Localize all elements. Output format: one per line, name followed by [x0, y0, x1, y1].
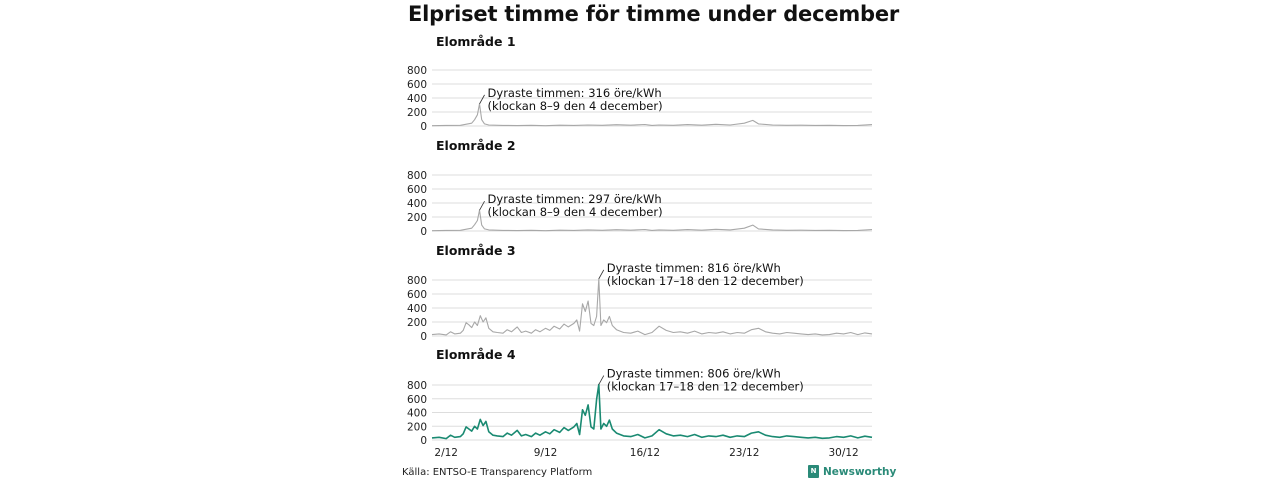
panel-title: Elområde 4	[436, 347, 516, 362]
y-tick-label: 600	[407, 184, 427, 196]
panel-title: Elområde 1	[436, 34, 516, 49]
y-tick-label: 800	[407, 65, 427, 77]
y-tick-label: 400	[407, 408, 427, 420]
series-line	[431, 103, 873, 127]
x-tick-label: 23/12	[729, 447, 759, 459]
annotation-text: (klockan 8–9 den 4 december)	[488, 205, 663, 219]
x-tick-label: 2/12	[434, 447, 458, 459]
y-tick-label: 0	[420, 331, 427, 343]
y-tick-label: 0	[420, 435, 427, 447]
y-tick-label: 400	[407, 303, 427, 315]
annotation-leader	[598, 269, 605, 280]
y-tick-label: 600	[407, 289, 427, 301]
y-tick-label: 0	[420, 226, 427, 238]
brand: N Newsworthy	[808, 465, 896, 478]
x-tick-label: 30/12	[828, 447, 858, 459]
y-tick-label: 800	[407, 380, 427, 392]
y-tick-label: 0	[420, 121, 427, 133]
annotation-leader	[479, 201, 485, 211]
chart-title: Elpriset timme för timme under december	[408, 2, 900, 26]
annotation-text: Dyraste timmen: 316 öre/kWh	[488, 86, 662, 100]
newsworthy-logo-icon: N	[808, 465, 819, 478]
source-note: Källa: ENTSO-E Transparency Platform	[402, 467, 593, 478]
y-tick-label: 200	[407, 421, 427, 433]
panel-title: Elområde 3	[436, 243, 516, 258]
x-tick-label: 9/12	[534, 447, 558, 459]
series-line	[431, 209, 873, 232]
series-line	[431, 278, 873, 336]
annotation-leader	[479, 94, 485, 105]
y-tick-label: 200	[407, 107, 427, 119]
brand-name: Newsworthy	[823, 465, 897, 478]
y-tick-label: 200	[407, 212, 427, 224]
annotation-text: (klockan 17–18 den 12 december)	[607, 380, 804, 394]
annotation-leader	[598, 375, 605, 385]
y-tick-label: 800	[407, 170, 427, 182]
annotation-text: Dyraste timmen: 806 öre/kWh	[607, 367, 781, 381]
panel-title: Elområde 2	[436, 138, 516, 153]
annotation-text: (klockan 8–9 den 4 december)	[488, 99, 663, 113]
y-tick-label: 600	[407, 394, 427, 406]
annotation-text: (klockan 17–18 den 12 december)	[607, 274, 804, 288]
annotation-text: Dyraste timmen: 297 öre/kWh	[488, 192, 662, 206]
y-tick-label: 400	[407, 198, 427, 210]
y-tick-label: 800	[407, 275, 427, 287]
y-tick-label: 200	[407, 317, 427, 329]
y-tick-label: 600	[407, 79, 427, 91]
annotation-text: Dyraste timmen: 816 öre/kWh	[607, 261, 781, 275]
y-tick-label: 400	[407, 93, 427, 105]
x-tick-label: 16/12	[630, 447, 660, 459]
